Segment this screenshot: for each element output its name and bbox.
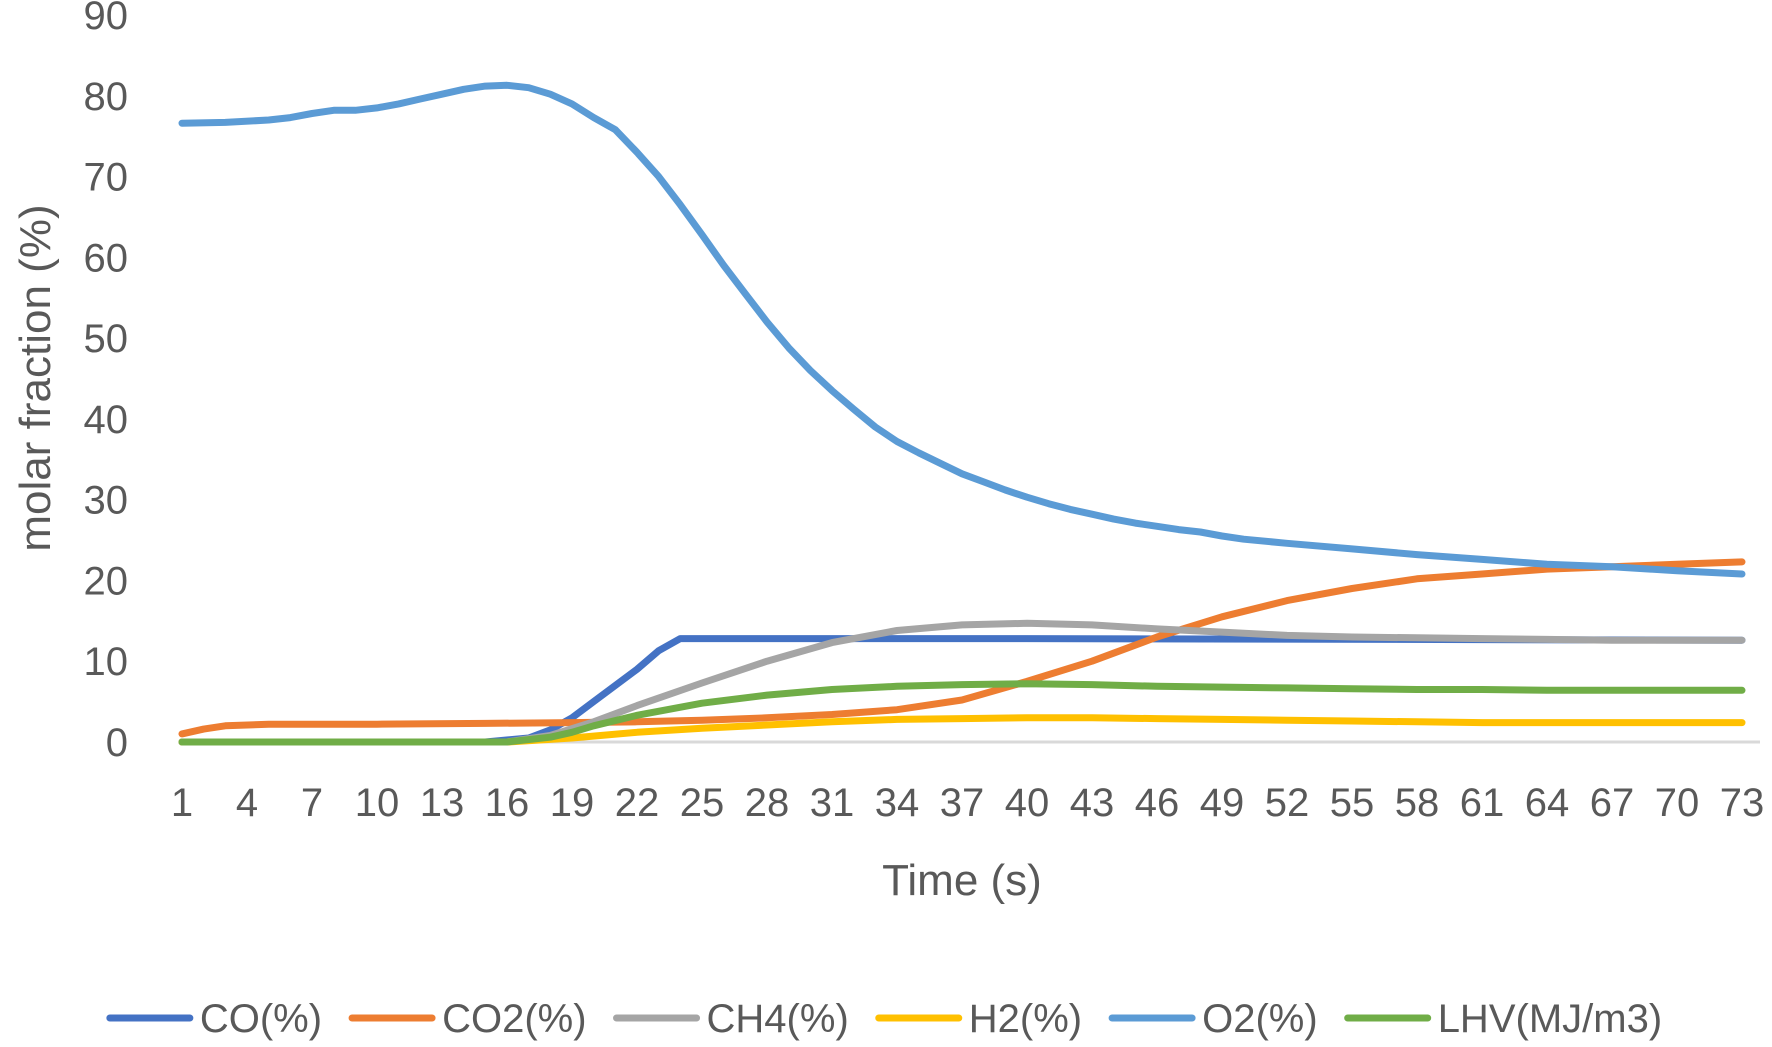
- legend-item: O2(%): [1108, 997, 1318, 1041]
- x-tick-label: 61: [1460, 781, 1505, 825]
- legend-label: CO2(%): [442, 997, 586, 1041]
- legend-item: CO(%): [106, 997, 322, 1041]
- x-tick-label: 31: [810, 781, 855, 825]
- series-line-3: [178, 619, 1746, 746]
- x-tick-label: 16: [485, 781, 530, 825]
- legend-label: LHV(MJ/m3): [1438, 997, 1662, 1041]
- x-tick-label: 70: [1655, 781, 1700, 825]
- x-tick-label: 64: [1525, 781, 1570, 825]
- x-tick-label: 49: [1200, 781, 1245, 825]
- y-tick-label: 90: [84, 0, 129, 38]
- legend-label: CO(%): [200, 997, 322, 1041]
- legend-label: H2(%): [969, 997, 1082, 1041]
- y-tick-label: 20: [84, 559, 129, 603]
- series-line-6: [178, 680, 1746, 746]
- x-tick-label: 67: [1590, 781, 1635, 825]
- series-line-5: [178, 81, 1746, 578]
- x-tick-label: 52: [1265, 781, 1310, 825]
- x-tick-label: 58: [1395, 781, 1440, 825]
- x-tick-label: 43: [1070, 781, 1115, 825]
- legend-item: CO2(%): [348, 997, 587, 1041]
- x-tick-label: 46: [1135, 781, 1180, 825]
- x-tick-label: 55: [1330, 781, 1375, 825]
- y-tick-label: 10: [84, 640, 129, 684]
- legend-label: CH4(%): [707, 997, 849, 1041]
- legend-item: LHV(MJ/m3): [1344, 997, 1662, 1041]
- x-tick-label: 37: [940, 781, 985, 825]
- x-tick-label: 13: [420, 781, 465, 825]
- y-tick-label: 60: [84, 236, 129, 280]
- x-tick-label: 40: [1005, 781, 1050, 825]
- y-tick-label: 70: [84, 156, 129, 200]
- x-axis-title: Time (s): [882, 856, 1042, 905]
- legend-item: CH4(%): [613, 997, 849, 1041]
- legend-label: O2(%): [1202, 997, 1318, 1041]
- y-tick-label: 30: [84, 479, 129, 523]
- legend: CO(%) CO2(%) CH4(%) H2(%) O2(%) LHV(MJ/m3): [106, 997, 1662, 1041]
- y-axis-title: molar fraction (%): [11, 204, 60, 551]
- x-tick-label: 28: [745, 781, 790, 825]
- x-tick-label: 4: [236, 781, 258, 825]
- y-tick-label: 50: [84, 317, 129, 361]
- legend-item: H2(%): [875, 997, 1082, 1041]
- x-tick-label: 7: [301, 781, 323, 825]
- x-tick-label: 34: [875, 781, 920, 825]
- series-line-2: [178, 558, 1746, 738]
- x-tick-label: 22: [615, 781, 660, 825]
- x-tick-label: 10: [355, 781, 400, 825]
- y-tick-label: 0: [106, 721, 128, 765]
- plot-area: [178, 81, 1760, 746]
- x-tick-label: 25: [680, 781, 725, 825]
- series-line-4: [178, 714, 1746, 746]
- y-tick-label: 40: [84, 398, 129, 442]
- x-axis-ticks: 1 4 7 10 13 16 19 22 25 28 31 34 37 40 43 46 49 52 55 58 61 6…: [171, 781, 1764, 825]
- y-axis-ticks: 0 10 20 30 40 50 60 70 80 90: [84, 0, 129, 765]
- x-tick-label: 19: [550, 781, 595, 825]
- x-tick-label: 73: [1720, 781, 1765, 825]
- y-tick-label: 80: [84, 75, 129, 119]
- x-tick-label: 1: [171, 781, 193, 825]
